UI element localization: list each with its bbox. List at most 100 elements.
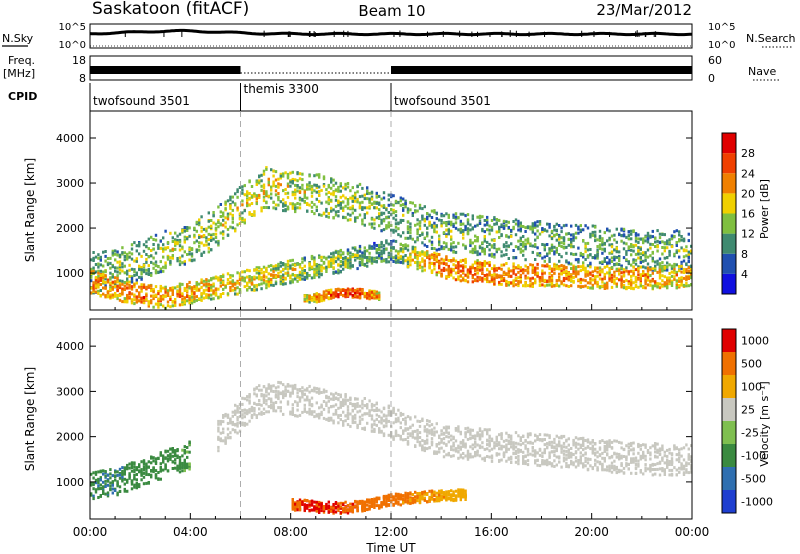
heat-cell: [262, 183, 266, 187]
heat-cell: [610, 243, 614, 247]
heat-cell: [644, 276, 647, 280]
heat-cell: [186, 253, 189, 256]
heat-cell: [435, 224, 438, 228]
heat-cell: [478, 219, 482, 223]
y-tick-label: 1000: [56, 267, 84, 280]
heat-cell: [469, 241, 472, 245]
heat-cell: [207, 238, 210, 241]
heat-cell: [222, 230, 225, 234]
heat-cell: [99, 255, 102, 259]
heat-cell: [382, 196, 386, 200]
heat-cell: [296, 414, 299, 418]
heat-cell: [270, 387, 273, 391]
power-colorbar-title: Power [dB]: [758, 179, 771, 239]
heat-cell: [236, 208, 239, 212]
heat-cell: [423, 262, 426, 266]
heat-cell: [241, 270, 244, 274]
heat-cell: [651, 279, 654, 283]
heat-cell: [322, 505, 326, 508]
heat-cell: [351, 186, 354, 190]
heat-cell: [315, 173, 318, 177]
heat-cell: [248, 395, 251, 399]
heat-cell: [277, 195, 280, 199]
heat-cell: [570, 237, 573, 241]
heat-cell: [454, 212, 458, 216]
heat-cell: [634, 233, 638, 237]
heat-cell: [126, 252, 129, 256]
heat-cell: [380, 252, 383, 256]
heat-cell: [346, 265, 350, 269]
heat-cell: [310, 508, 314, 512]
heat-cell: [325, 289, 328, 293]
heat-cell: [270, 403, 273, 407]
heat-cell: [330, 192, 333, 196]
heat-cell: [291, 263, 294, 267]
heat-cell: [270, 283, 273, 287]
heat-cell: [116, 297, 119, 301]
heat-cell: [171, 447, 174, 451]
heat-cell: [481, 263, 484, 267]
heat-cell: [327, 410, 330, 414]
heat-cell: [128, 475, 131, 479]
heat-cell: [130, 280, 134, 284]
heat-cell: [130, 479, 134, 483]
heat-cell: [493, 273, 496, 276]
heat-cell: [464, 214, 467, 218]
heat-cell: [133, 268, 136, 272]
heat-cell: [337, 288, 340, 292]
heat-cell: [102, 472, 105, 476]
heat-cell: [277, 262, 280, 266]
heat-cell: [622, 270, 626, 274]
heat-cell: [99, 283, 102, 286]
heat-cell: [325, 265, 328, 269]
heat-cell: [610, 277, 614, 280]
heat-cell: [306, 297, 309, 300]
heat-cell: [406, 248, 410, 252]
heat-cell: [121, 473, 124, 476]
heat-cell: [596, 280, 599, 284]
heat-cell: [176, 464, 179, 468]
heat-cell: [219, 295, 222, 299]
heat-cell: [94, 478, 98, 482]
heat-cell: [318, 275, 321, 279]
heat-cell: [685, 249, 688, 253]
heat-cell: [253, 407, 256, 410]
heat-cell: [642, 265, 645, 269]
heat-cell: [253, 194, 256, 198]
heat-cell: [181, 254, 184, 258]
heat-cell: [586, 226, 590, 230]
heat-cell: [678, 255, 681, 259]
heat-cell: [97, 277, 100, 281]
heat-cell: [406, 258, 410, 262]
heat-cell: [282, 172, 285, 176]
heat-cell: [169, 456, 172, 460]
heat-cell: [279, 278, 282, 282]
heat-cell: [558, 272, 561, 276]
heat-cell: [265, 206, 268, 209]
heat-cell: [339, 405, 342, 409]
heat-cell: [178, 244, 182, 248]
heat-cell: [550, 267, 554, 271]
heat-cell: [361, 251, 364, 255]
heat-cell: [262, 401, 266, 404]
heat-cell: [246, 204, 249, 208]
heat-cell: [219, 422, 222, 426]
heat-cell: [128, 274, 131, 278]
heat-cell: [193, 285, 196, 289]
heat-cell: [147, 302, 150, 306]
heat-cell: [164, 285, 167, 289]
heat-cell: [176, 259, 179, 263]
heat-cell: [102, 492, 105, 495]
heat-cell: [661, 267, 664, 271]
heat-cell: [476, 215, 479, 219]
heat-cell: [202, 291, 206, 295]
heat-cell: [387, 198, 390, 202]
heat-cell: [174, 450, 177, 454]
heat-cell: [514, 233, 518, 237]
heat-cell: [502, 253, 506, 257]
heat-cell: [430, 247, 434, 250]
heat-cell: [178, 248, 182, 252]
heat-cell: [447, 213, 450, 217]
heat-cell: [438, 261, 441, 265]
heat-cell: [152, 294, 155, 298]
